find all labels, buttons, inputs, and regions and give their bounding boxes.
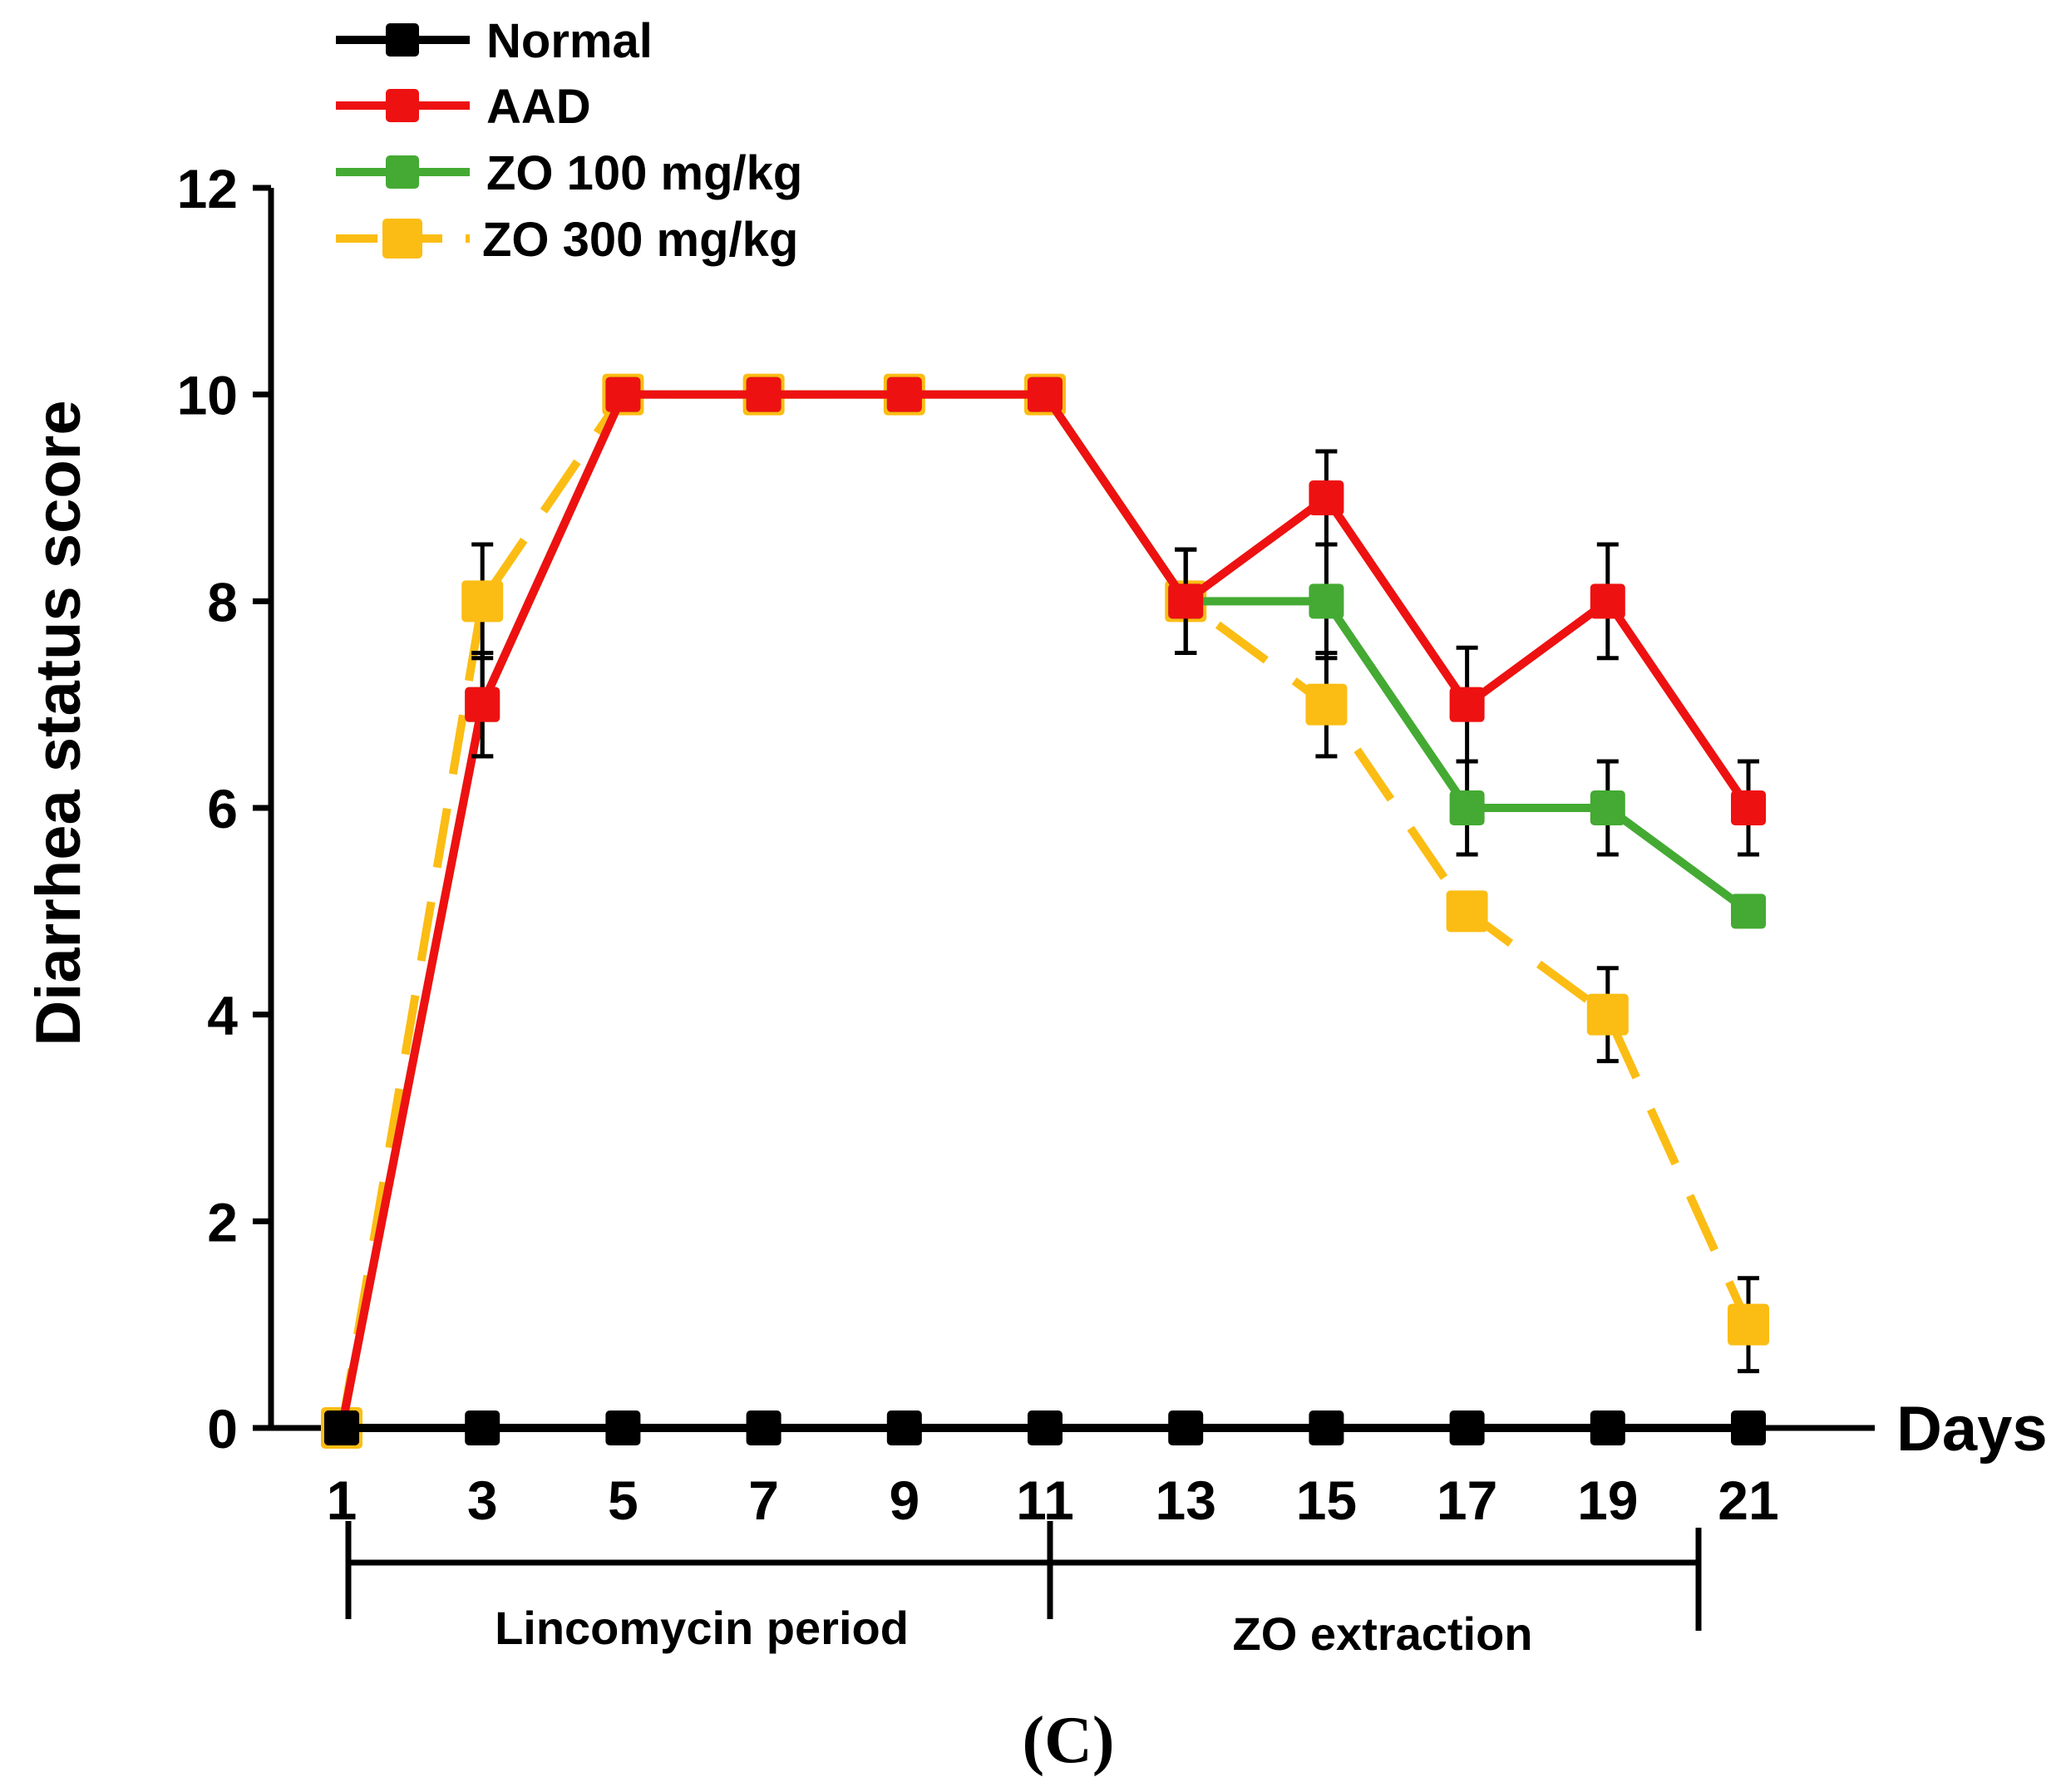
data-point-zo-100-mg-kg-day-15 bbox=[1309, 583, 1344, 619]
legend-label-zo-300-mg-kg: ZO 300 mg/kg bbox=[482, 213, 798, 267]
data-point-aad-day-11 bbox=[1028, 377, 1063, 412]
x-axis-title: Days bbox=[1896, 1394, 2048, 1465]
data-point-zo-300-mg-kg-day-21 bbox=[1728, 1303, 1769, 1346]
legend-label-normal: Normal bbox=[486, 14, 653, 68]
period-label-zo-extraction: ZO extraction bbox=[1233, 1607, 1533, 1660]
data-point-aad-day-3 bbox=[465, 687, 500, 722]
data-point-zo-300-mg-kg-day-17 bbox=[1446, 890, 1488, 933]
data-point-normal-day-5 bbox=[605, 1410, 641, 1445]
y-tick-label-4: 4 bbox=[207, 985, 238, 1046]
y-axis-title: Diarrhea status score bbox=[23, 400, 94, 1046]
y-tick-label-6: 6 bbox=[207, 778, 238, 839]
data-point-aad-day-17 bbox=[1449, 687, 1485, 722]
y-tick-label-10: 10 bbox=[177, 365, 238, 426]
y-tick-label-2: 2 bbox=[207, 1191, 238, 1253]
x-tick-label-11: 11 bbox=[1016, 1470, 1074, 1531]
series-layer bbox=[321, 373, 1769, 1449]
x-tick-label-15: 15 bbox=[1296, 1470, 1357, 1531]
data-point-normal-day-11 bbox=[1028, 1410, 1063, 1445]
data-point-normal-day-15 bbox=[1309, 1410, 1344, 1445]
data-point-normal-day-1 bbox=[324, 1410, 359, 1445]
data-point-aad-day-21 bbox=[1731, 790, 1766, 825]
series-zo-300-mg-kg bbox=[321, 373, 1769, 1449]
data-point-normal-day-7 bbox=[746, 1410, 782, 1445]
legend-marker-normal bbox=[386, 23, 419, 57]
legend-marker-zo-100-mg-kg bbox=[386, 155, 419, 189]
data-point-normal-day-3 bbox=[465, 1410, 500, 1445]
y-tick-label-12: 12 bbox=[177, 158, 238, 219]
legend-marker-zo-300-mg-kg bbox=[382, 219, 422, 258]
x-tick-label-9: 9 bbox=[889, 1470, 920, 1531]
legend-label-zo-100-mg-kg: ZO 100 mg/kg bbox=[486, 146, 802, 200]
x-tick-label-3: 3 bbox=[467, 1470, 498, 1531]
legend-label-aad: AAD bbox=[486, 80, 591, 134]
data-point-zo-300-mg-kg-day-15 bbox=[1305, 683, 1348, 726]
x-tick-label-7: 7 bbox=[748, 1470, 779, 1531]
x-tick-label-17: 17 bbox=[1437, 1470, 1497, 1531]
data-point-aad-day-5 bbox=[605, 377, 641, 412]
x-tick-label-19: 19 bbox=[1577, 1470, 1638, 1531]
data-point-normal-day-21 bbox=[1731, 1410, 1766, 1445]
y-tick-label-8: 8 bbox=[207, 571, 238, 633]
period-annotations: Lincomycin period ZO extraction bbox=[345, 1521, 1702, 1660]
data-point-aad-day-19 bbox=[1590, 583, 1625, 619]
x-tick-label-21: 21 bbox=[1718, 1470, 1778, 1531]
data-point-normal-day-17 bbox=[1449, 1410, 1485, 1445]
period-label-lincomycin: Lincomycin period bbox=[495, 1602, 909, 1654]
panel-label: (C) bbox=[1022, 1704, 1114, 1777]
x-tick-label-5: 5 bbox=[608, 1470, 639, 1531]
data-point-aad-day-7 bbox=[746, 377, 782, 412]
series-line-aad bbox=[338, 390, 1753, 1429]
legend: Normal AAD ZO 100 mg/kg ZO 300 mg/kg bbox=[336, 14, 802, 267]
data-point-normal-day-13 bbox=[1168, 1410, 1204, 1445]
data-point-zo-100-mg-kg-day-21 bbox=[1731, 894, 1766, 929]
data-point-aad-day-9 bbox=[886, 377, 922, 412]
data-point-normal-day-9 bbox=[886, 1410, 922, 1445]
x-tick-label-13: 13 bbox=[1155, 1470, 1215, 1531]
legend-marker-aad bbox=[386, 89, 419, 122]
x-tick-label-1: 1 bbox=[327, 1470, 357, 1531]
data-point-zo-100-mg-kg-day-17 bbox=[1449, 790, 1485, 825]
series-normal bbox=[324, 1410, 1766, 1445]
series-aad bbox=[324, 377, 1766, 1445]
data-point-normal-day-19 bbox=[1590, 1410, 1625, 1445]
series-zo-100-mg-kg bbox=[324, 377, 1766, 1445]
data-point-aad-day-15 bbox=[1309, 480, 1344, 515]
data-point-zo-100-mg-kg-day-19 bbox=[1590, 790, 1625, 825]
data-point-zo-300-mg-kg-day-3 bbox=[461, 580, 504, 623]
y-tick-label-0: 0 bbox=[207, 1398, 238, 1460]
data-point-zo-300-mg-kg-day-19 bbox=[1586, 993, 1629, 1036]
series-line-zo-300-mg-kg bbox=[338, 390, 1753, 1429]
data-point-aad-day-13 bbox=[1168, 583, 1204, 619]
